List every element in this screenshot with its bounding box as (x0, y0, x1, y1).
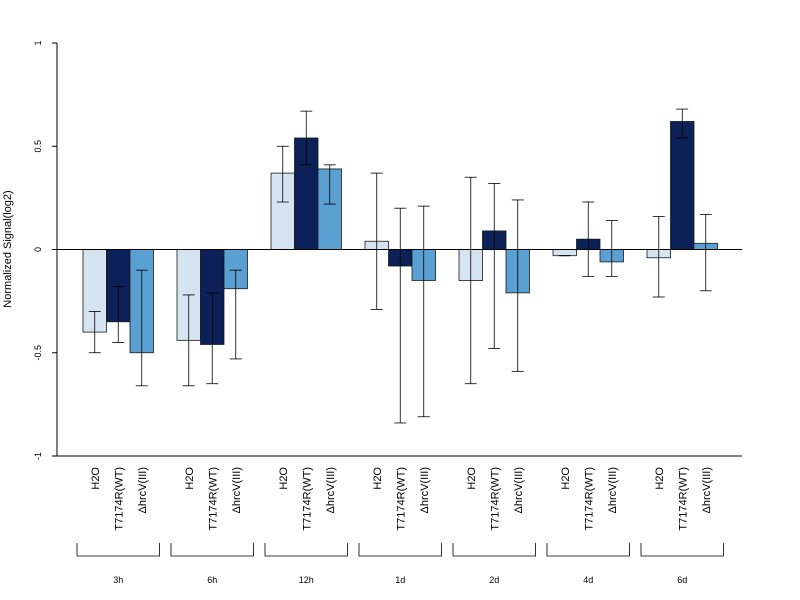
x-tick-label: H2O (90, 467, 102, 490)
x-tick-label: T7174R(WT) (207, 467, 219, 531)
group-bracket (170, 543, 254, 557)
x-tick-label: T7174R(WT) (583, 467, 595, 531)
group-bracket (640, 543, 724, 557)
x-tick-label: H2O (278, 467, 290, 490)
group-bracket (76, 543, 160, 557)
x-axis: H2O T7174R(WT) ΔhrcV(III) 3h H2O T7174R(WT) Δh… (57, 249, 742, 585)
group-bracket (546, 543, 630, 557)
x-tick-label: T7174R(WT) (301, 467, 313, 531)
x-tick-label: ΔhrcV(III) (325, 467, 337, 513)
group-label: 6h (207, 575, 217, 585)
x-tick-label: ΔhrcV(III) (137, 467, 149, 513)
group-bracket (264, 543, 348, 557)
x-tick-label: H2O (560, 467, 572, 490)
y-tick-label: 0.5 (33, 140, 43, 153)
x-tick-label: ΔhrcV(III) (231, 467, 243, 513)
group-label: 3h (113, 575, 123, 585)
bar (670, 121, 695, 250)
group-label: 6d (677, 575, 687, 585)
y-tick-label: 1 (33, 40, 43, 45)
group-label: 12h (299, 575, 314, 585)
x-tick-label: H2O (466, 467, 478, 490)
x-tick-label: H2O (372, 467, 384, 490)
group-label: 1d (395, 575, 405, 585)
error-bars (88, 108, 712, 424)
x-tick-label: H2O (654, 467, 666, 490)
y-tick-label: -1 (33, 452, 43, 460)
y-tick-label: -0.5 (33, 345, 43, 361)
bar (552, 249, 577, 257)
x-tick-label: H2O (184, 467, 196, 490)
x-tick-label: ΔhrcV(III) (513, 467, 525, 513)
x-tick-label: ΔhrcV(III) (701, 467, 713, 513)
x-tick-label: T7174R(WT) (395, 467, 407, 531)
x-tick-label: ΔhrcV(III) (419, 467, 431, 513)
y-tick-label: 0 (33, 247, 43, 252)
group-label: 4d (583, 575, 593, 585)
group-label: 2d (489, 575, 499, 585)
x-tick-label: T7174R(WT) (489, 467, 501, 531)
x-tick-label: T7174R(WT) (113, 467, 125, 531)
group-bracket (452, 543, 536, 557)
group-bracket (358, 543, 442, 557)
x-tick-label: ΔhrcV(III) (607, 467, 619, 513)
y-axis-label: Normalized Signal(log2) (2, 190, 14, 307)
y-axis: 1 0.5 0 -0.5 -1 (33, 40, 58, 460)
x-tick-label: T7174R(WT) (677, 467, 689, 531)
